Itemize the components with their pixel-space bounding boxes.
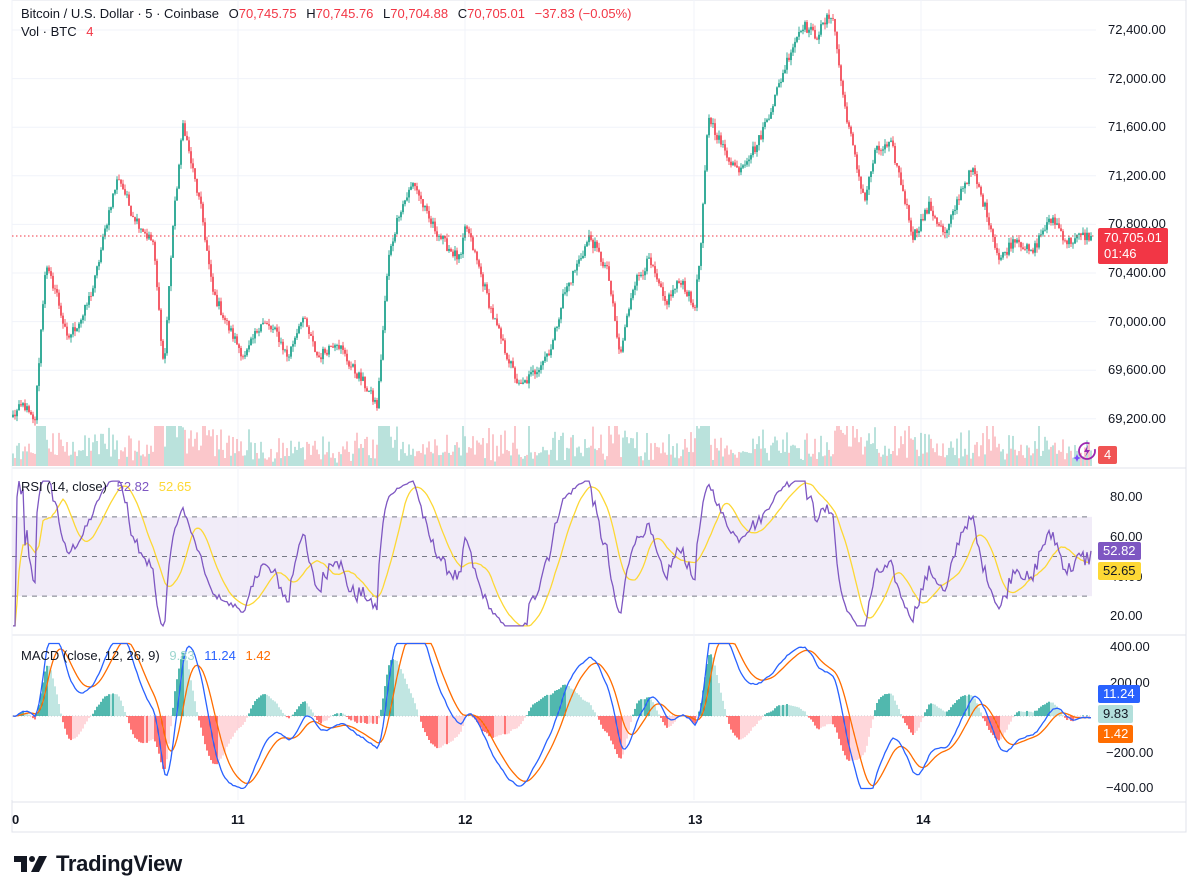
macd-line-tag: 11.24 [1098,685,1140,703]
macd-histogram-tag: 9.83 [1098,705,1133,723]
rsi-legend: RSI (14, close) 52.82 52.65 [21,479,197,494]
macd-legend: MACD (close, 12, 26, 9) 9.83 11.24 1.42 [21,648,277,663]
rsi-ma-tag: 52.65 [1098,562,1141,580]
price-axis-label: 70,400.00 [1108,265,1166,280]
volume-legend: Vol · BTC 4 [21,24,99,39]
close-value: 70,705.01 [467,6,525,21]
volume-badge: 4 [1098,446,1117,464]
macd-signal-value: 1.42 [245,648,270,663]
bar-countdown: 01:46 [1104,246,1162,262]
high-value: 70,745.76 [316,6,374,21]
rsi-axis-20: 20.00 [1110,608,1143,623]
rsi-value: 52.82 [117,479,150,494]
volume-label: Vol · BTC [21,24,77,39]
low-value: 70,704.88 [390,6,448,21]
open-value: 70,745.75 [239,6,297,21]
macd-line-value: 11.24 [204,648,236,663]
lightning-sparkle-icon [1072,440,1098,464]
price-axis-label: 69,200.00 [1108,411,1166,426]
price-axis-label: 72,400.00 [1108,22,1166,37]
time-label-13: 13 [688,812,702,827]
macd-axis-neg200: −200.00 [1106,745,1153,760]
macd-axis-neg400: −400.00 [1106,780,1153,795]
macd-title: MACD (close, 12, 26, 9) [21,648,160,663]
price-axis-label: 69,600.00 [1108,362,1166,377]
price-axis-label: 71,600.00 [1108,119,1166,134]
rsi-axis-80: 80.00 [1110,489,1143,504]
time-label-0: 0 [12,812,19,827]
price-axis-label: 70,000.00 [1108,314,1166,329]
change-value: −37.83 (−0.05%) [535,6,632,21]
price-axis-label: 72,000.00 [1108,71,1166,86]
time-label-14: 14 [916,812,930,827]
tradingview-logo[interactable]: TradingView [14,851,182,877]
time-label-12: 12 [458,812,472,827]
tradingview-logo-icon [14,854,48,874]
rsi-title: RSI (14, close) [21,479,107,494]
quick-action-icon[interactable] [1072,440,1098,464]
macd-axis-400: 400.00 [1110,639,1150,654]
rsi-value-tag: 52.82 [1098,542,1141,560]
current-price-tag: 70,705.01 01:46 [1098,228,1168,264]
symbol-title: Bitcoin / U.S. Dollar · 5 · Coinbase [21,6,219,21]
current-price: 70,705.01 [1104,230,1162,246]
logo-text: TradingView [56,851,182,877]
price-axis-label: 71,200.00 [1108,168,1166,183]
rsi-ma-value: 52.65 [159,479,192,494]
time-label-11: 11 [231,812,245,827]
volume-value: 4 [86,24,93,39]
macd-signal-tag: 1.42 [1098,725,1133,743]
macd-histogram-value: 9.83 [169,648,194,663]
symbol-legend: Bitcoin / U.S. Dollar · 5 · Coinbase O70… [21,6,637,21]
